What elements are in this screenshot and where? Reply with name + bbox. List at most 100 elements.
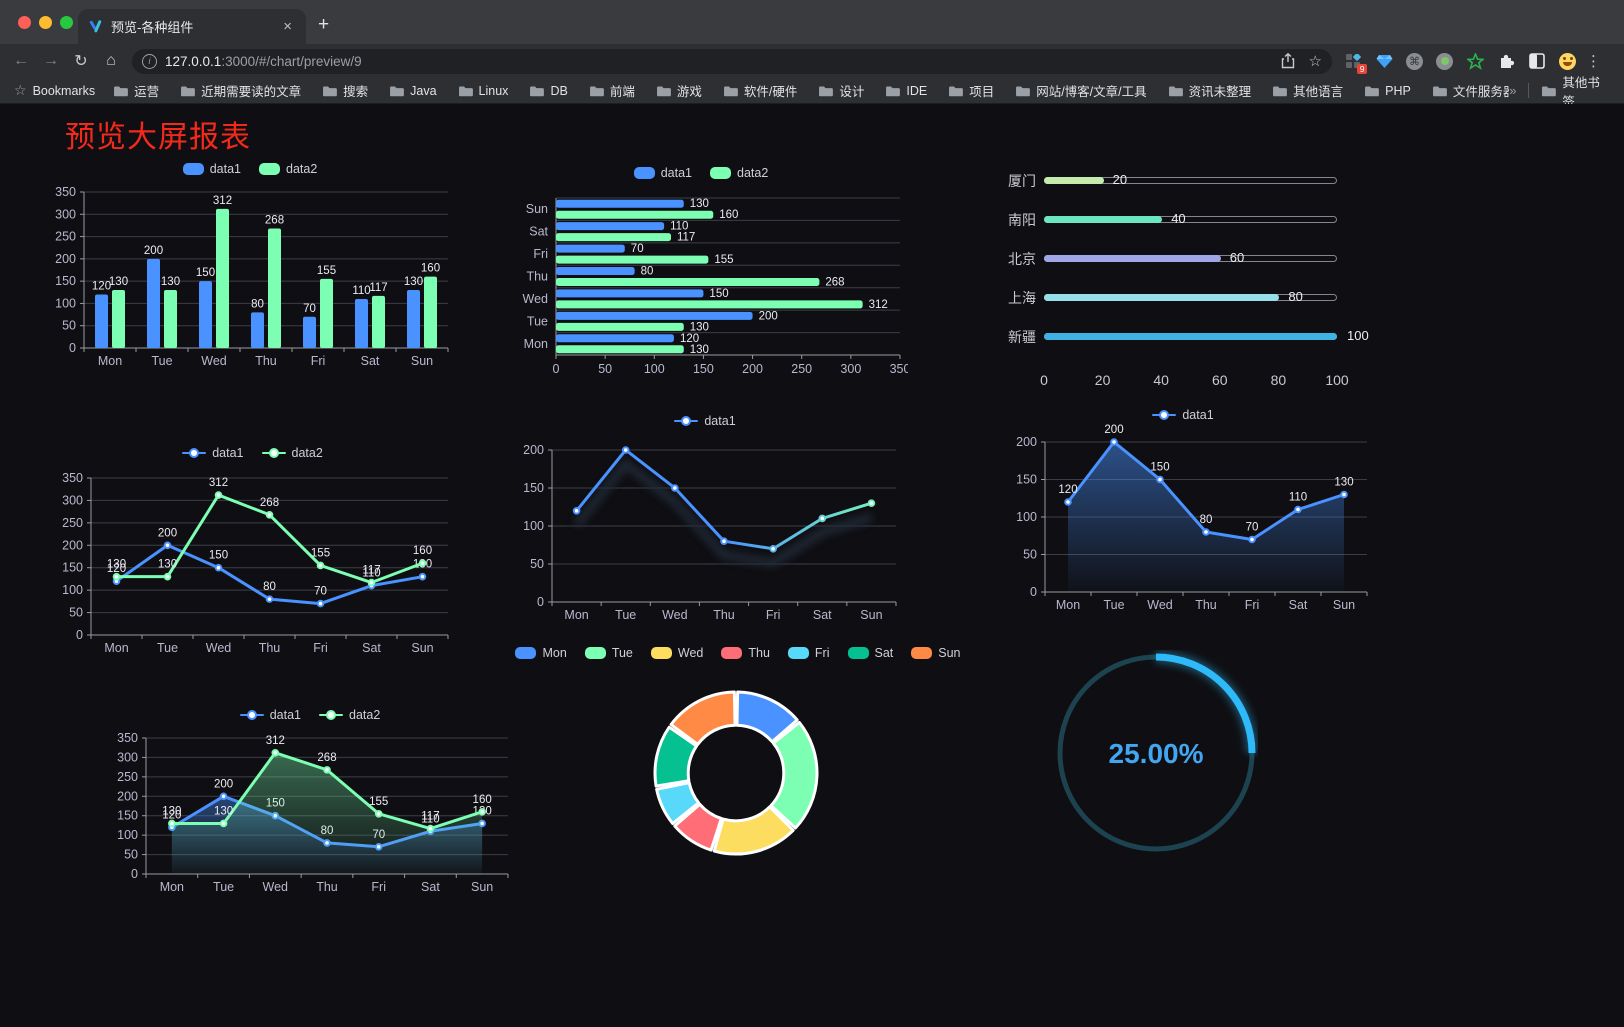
- progress-track[interactable]: [1044, 294, 1337, 301]
- bar-data1-Thu[interactable]: [556, 267, 635, 275]
- bar-data2-Sat[interactable]: [372, 295, 385, 348]
- legend-item-data2[interactable]: data2: [710, 166, 768, 180]
- bookmark-folder[interactable]: Linux: [458, 84, 508, 98]
- legend-item-Sat[interactable]: Sat: [847, 646, 893, 660]
- green-star-extension-icon[interactable]: [1466, 52, 1484, 70]
- forward-icon[interactable]: →: [43, 52, 59, 69]
- point-data2-Thu[interactable]: [265, 510, 274, 519]
- pie-slice-Tue[interactable]: [769, 720, 819, 830]
- bar-data2-Tue[interactable]: [164, 290, 177, 348]
- bar-data2-Sun[interactable]: [556, 210, 714, 219]
- pie-slice-Sat[interactable]: [653, 725, 699, 788]
- bar-data1-Wed[interactable]: [556, 289, 704, 298]
- bookmark-folder[interactable]: 近期需要读的文章: [180, 81, 301, 100]
- home-icon[interactable]: ⌂: [106, 52, 116, 69]
- chart-area-dual[interactable]: data1 data2 0 50 100 150 200 250 300 350 Mon Tue Wed…: [100, 690, 520, 900]
- point-data2-Thu[interactable]: [323, 766, 331, 774]
- point-data1-Fri[interactable]: [1248, 535, 1256, 544]
- bar-data2-Mon[interactable]: [112, 290, 125, 348]
- chart-city-progress[interactable]: 厦门 20 南阳 40 北京 60 上海 80 新疆 100 0 20 40 60 80 100: [992, 152, 1380, 388]
- tab-close-icon[interactable]: ×: [283, 18, 292, 35]
- point-data1-Wed[interactable]: [671, 484, 679, 492]
- chart-weekday-donut[interactable]: Mon Tue Wed Thu Fri Sat Sun: [515, 636, 961, 880]
- bar-data2-Fri[interactable]: [556, 255, 709, 264]
- bar-data1-Sun[interactable]: [407, 290, 420, 348]
- legend-item-Thu[interactable]: Thu: [721, 646, 770, 660]
- bar-data2-Wed[interactable]: [556, 300, 863, 309]
- chart-percent-gauge[interactable]: 25.00%: [1054, 650, 1258, 858]
- point-data1-Sat[interactable]: [1294, 505, 1302, 514]
- legend-item-data2[interactable]: data2: [261, 446, 323, 460]
- line-dual-canvas[interactable]: 0 50 100 150 200 250 300 350 Mon Tue Wed Thu Fri Sat S…: [45, 426, 460, 662]
- close-window-button[interactable]: [18, 16, 31, 29]
- point-data1-Sun[interactable]: [418, 572, 427, 581]
- legend-item-Mon[interactable]: Mon: [515, 646, 567, 660]
- point-data1-Tue[interactable]: [1110, 438, 1118, 446]
- fullscreen-window-button[interactable]: [60, 16, 73, 29]
- chart-bar-horizontal[interactable]: data1 data2 0 50 100 150 200 250 300 350 Sun 130 160…: [494, 152, 908, 382]
- legend-item-data1[interactable]: data1: [182, 162, 241, 176]
- browser-menu-icon[interactable]: ⋮: [1586, 53, 1601, 70]
- bar-data1-Fri[interactable]: [303, 316, 316, 348]
- bar-data1-Sun[interactable]: [556, 199, 684, 208]
- pie-slice-Mon[interactable]: [735, 690, 799, 744]
- bookmark-folder[interactable]: 网站/博客/文章/工具: [1015, 81, 1147, 100]
- chart-line-dual[interactable]: data1 data2 0 50 100 150 200 250 300 350 Mon Tue Wed…: [45, 426, 460, 662]
- legend-item-data1[interactable]: data1: [239, 708, 301, 722]
- point-data1-Thu[interactable]: [265, 595, 274, 603]
- bookmark-folder[interactable]: 软件/硬件: [723, 81, 797, 100]
- point-data1-Fri[interactable]: [769, 545, 777, 553]
- point-data1-Tue[interactable]: [621, 446, 630, 454]
- point-data1-Sun[interactable]: [867, 499, 876, 507]
- bar-grouped-canvas[interactable]: 0 50 100 150 200 250 300 350 Mon Tue Wed Thu Fri Sat S…: [40, 150, 460, 372]
- gem-extension-icon[interactable]: [1375, 52, 1393, 70]
- bar-data2-Sun[interactable]: [424, 276, 437, 348]
- legend-item-Wed[interactable]: Wed: [650, 646, 703, 660]
- chart-line-gradient[interactable]: data1 0 50 100 150 200 Mon Tue Wed Thu Fri Sat Sun: [500, 398, 910, 636]
- bar-data1-Mon[interactable]: [95, 294, 108, 348]
- point-data2-Sat[interactable]: [426, 824, 435, 833]
- bookmark-folder[interactable]: DB: [529, 84, 568, 98]
- pie-slice-Thu[interactable]: [673, 802, 723, 852]
- point-data1-Wed[interactable]: [1156, 475, 1164, 484]
- split-screen-icon[interactable]: [1528, 52, 1546, 70]
- bookmarks-label[interactable]: Bookmarks: [32, 83, 96, 98]
- point-data1-Mon[interactable]: [572, 507, 581, 515]
- bar-data2-Fri[interactable]: [320, 278, 333, 348]
- bookmark-folder[interactable]: Java: [389, 84, 437, 98]
- progress-track[interactable]: [1044, 216, 1337, 223]
- bookmark-folder[interactable]: 游戏: [656, 81, 702, 100]
- bar-data1-Sat[interactable]: [556, 222, 665, 231]
- extensions-puzzle-icon[interactable]: [1497, 52, 1515, 70]
- bookmark-folder[interactable]: 项目: [948, 81, 994, 100]
- bar-data1-Wed[interactable]: [199, 281, 212, 348]
- bookmark-folder[interactable]: PHP: [1364, 84, 1411, 98]
- point-data2-Mon[interactable]: [168, 819, 176, 828]
- bar-data1-Mon[interactable]: [556, 334, 674, 343]
- point-data2-Wed[interactable]: [271, 748, 280, 757]
- legend-item-data2[interactable]: data2: [259, 162, 317, 176]
- minimize-window-button[interactable]: [39, 16, 52, 29]
- pie-slice-Wed[interactable]: [712, 805, 795, 856]
- bar-data2-Mon[interactable]: [556, 345, 684, 354]
- weekday-donut-canvas[interactable]: [558, 636, 918, 880]
- point-data1-Mon[interactable]: [1064, 498, 1072, 506]
- bar-data1-Thu[interactable]: [251, 312, 264, 348]
- legend-item-data1[interactable]: data1: [182, 446, 244, 460]
- bar-data2-Thu[interactable]: [556, 278, 820, 286]
- bookmark-folder[interactable]: 搜索: [322, 81, 368, 100]
- point-data1-Fri[interactable]: [316, 599, 325, 608]
- percent-gauge-canvas[interactable]: 25.00%: [1054, 650, 1258, 858]
- progress-track[interactable]: [1044, 177, 1337, 184]
- reload-icon[interactable]: ↻: [74, 53, 88, 70]
- bar-data1-Fri[interactable]: [556, 244, 625, 253]
- point-data1-Wed[interactable]: [214, 563, 223, 572]
- point-data1-Tue[interactable]: [219, 792, 228, 801]
- bar-data2-Tue[interactable]: [556, 322, 684, 331]
- bookmark-folder[interactable]: 文件服务器: [1432, 81, 1509, 100]
- point-data1-Sat[interactable]: [818, 514, 827, 523]
- bookmark-folder[interactable]: 资讯未整理: [1168, 81, 1251, 100]
- legend-item-Fri[interactable]: Fri: [787, 646, 830, 660]
- bar-data1-Tue[interactable]: [556, 311, 753, 320]
